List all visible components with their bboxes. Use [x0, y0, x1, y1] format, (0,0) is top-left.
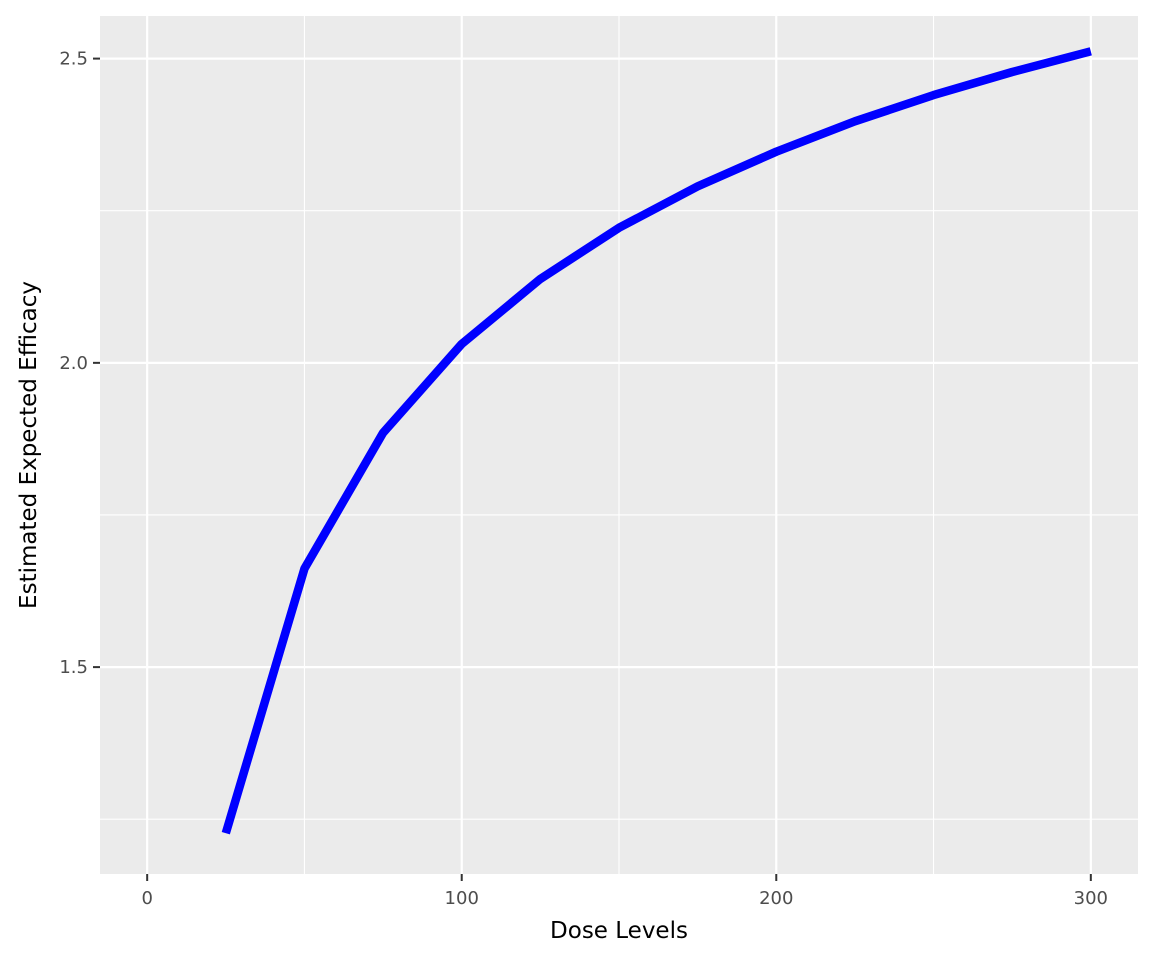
minor-gridlines: [100, 16, 1138, 874]
y-axis-title: Estimated Expected Efficacy: [16, 281, 42, 609]
x-axis: 0 100 200 300: [141, 874, 1108, 909]
y-tick-label: 2.0: [59, 353, 88, 374]
efficacy-line: [221, 47, 1092, 835]
x-tick-label: 100: [445, 888, 479, 909]
series-layer: [221, 47, 1092, 835]
x-tick-label: 0: [141, 888, 152, 909]
x-tick-label: 300: [1074, 888, 1108, 909]
x-tick-label: 200: [759, 888, 793, 909]
y-tick-label: 1.5: [59, 657, 88, 678]
y-axis: 1.5 2.0 2.5: [59, 49, 100, 678]
y-tick-label: 2.5: [59, 49, 88, 70]
x-axis-title: Dose Levels: [550, 918, 688, 944]
